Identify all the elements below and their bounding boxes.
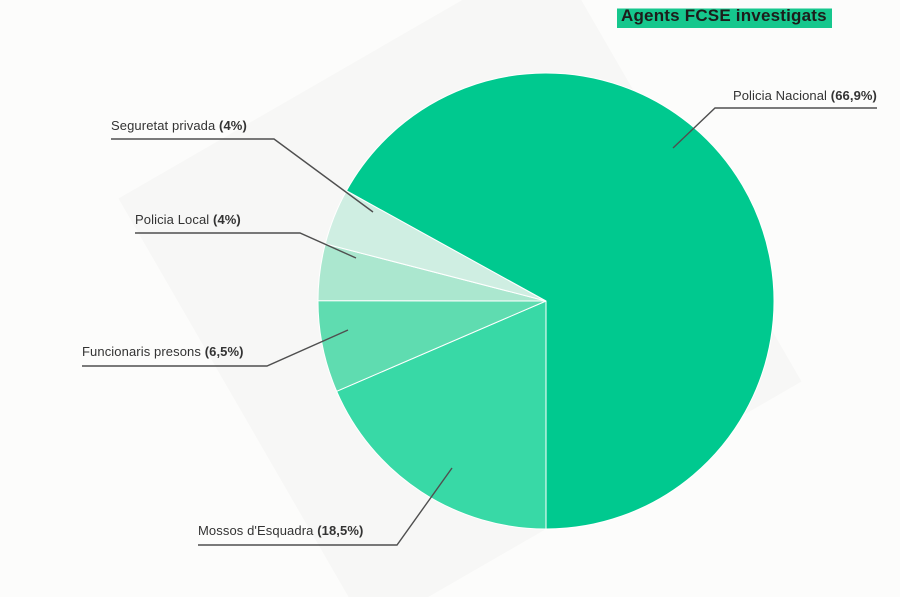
slice-label-text: Policia Nacional	[732, 88, 828, 103]
slice-label-mossos-desquadra: Mossos d'Esquadra (18,5%)	[198, 523, 363, 538]
slice-label-policia-nacional: Policia Nacional (66,9%)	[733, 88, 877, 103]
slice-label-percent: (4%)	[219, 118, 247, 133]
leader-line	[135, 232, 357, 259]
slice-label-text: Funcionaris presons	[82, 344, 201, 359]
pie-slice	[345, 72, 775, 530]
slice-label-percent: (18,5%)	[317, 523, 364, 538]
slice-label-policia-local: Policia Local (4%)	[135, 212, 241, 227]
slice-label-seguretat-privada: Seguretat privada (4%)	[111, 118, 247, 133]
slice-label-text: Mossos d'Esquadra	[198, 523, 314, 538]
pie-slices	[317, 72, 775, 530]
slice-label-text: Seguretat privada	[111, 118, 216, 133]
pie-slice	[336, 300, 547, 530]
slice-label-percent: (6,5%)	[204, 344, 244, 359]
leader-line	[111, 138, 374, 213]
leader-lines	[82, 107, 877, 546]
leader-line	[672, 107, 877, 149]
slice-label-funcionaris-presons: Funcionaris presons (6,5%)	[82, 344, 244, 359]
leader-line	[82, 329, 349, 367]
slice-label-percent: (66,9%)	[830, 88, 877, 103]
leader-line	[198, 467, 453, 546]
chart-title: Agents FCSE investigats	[617, 5, 832, 28]
chart-title-text: Agents FCSE investigats	[617, 5, 832, 28]
slice-label-text: Policia Local	[135, 212, 210, 227]
slice-label-percent: (4%)	[213, 212, 241, 227]
